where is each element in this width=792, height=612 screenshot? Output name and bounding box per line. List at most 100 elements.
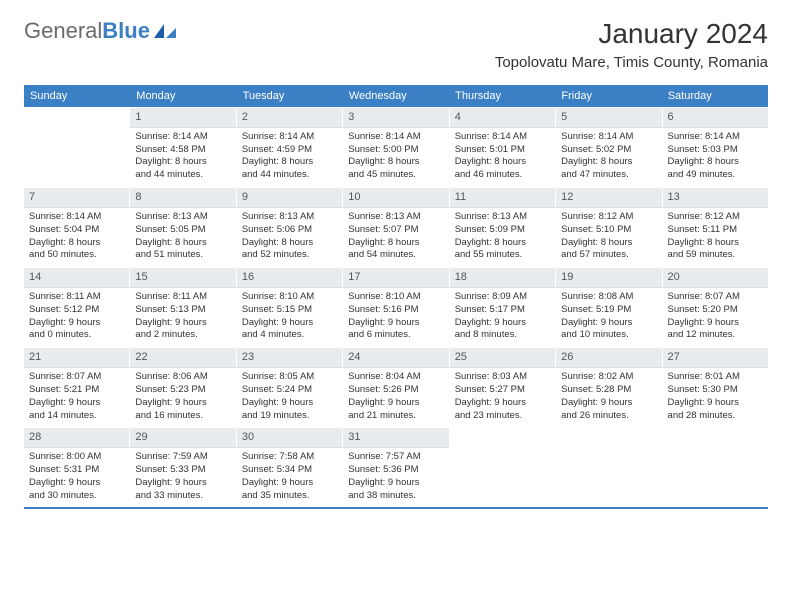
header: GeneralBlue January 2024 Topolovatu Mare… [0, 0, 792, 79]
logo-sail-icon [152, 22, 178, 40]
weeks-container: 1Sunrise: 8:14 AMSunset: 4:58 PMDaylight… [24, 107, 768, 507]
day-info-line: Sunset: 5:20 PM [668, 304, 763, 317]
day-info-line: Sunrise: 8:05 AM [242, 371, 337, 384]
day-info-line: Sunrise: 8:06 AM [135, 371, 230, 384]
day-info-line: Sunset: 5:19 PM [561, 304, 656, 317]
day-info-line: Sunrise: 8:14 AM [29, 211, 124, 224]
day-info-line: and 26 minutes. [561, 410, 656, 423]
day-number: 30 [237, 428, 342, 448]
day-number: 3 [343, 108, 448, 128]
day-info-line: Sunrise: 8:00 AM [29, 451, 124, 464]
day-cell: 15Sunrise: 8:11 AMSunset: 5:13 PMDayligh… [130, 268, 236, 347]
day-info-line: and 47 minutes. [561, 169, 656, 182]
day-info-line: and 12 minutes. [668, 329, 763, 342]
day-info-line: and 8 minutes. [455, 329, 550, 342]
day-info-line: Sunset: 5:09 PM [455, 224, 550, 237]
day-info-line: and 19 minutes. [242, 410, 337, 423]
day-info-line: Sunset: 5:28 PM [561, 384, 656, 397]
day-cell: 31Sunrise: 7:57 AMSunset: 5:36 PMDayligh… [343, 428, 449, 507]
day-number: 17 [343, 268, 448, 288]
day-number: 18 [450, 268, 555, 288]
day-number [24, 108, 129, 127]
day-info-line: and 6 minutes. [348, 329, 443, 342]
day-number: 13 [663, 188, 768, 208]
logo: GeneralBlue [24, 18, 178, 44]
day-info-line: and 14 minutes. [29, 410, 124, 423]
day-info-line: Daylight: 8 hours [348, 156, 443, 169]
day-info-line: Daylight: 9 hours [348, 477, 443, 490]
day-info-line: Daylight: 9 hours [561, 317, 656, 330]
day-number: 26 [556, 348, 661, 368]
day-info-line: and 0 minutes. [29, 329, 124, 342]
day-info-line: Sunset: 5:15 PM [242, 304, 337, 317]
day-info-line: Sunrise: 8:03 AM [455, 371, 550, 384]
dow-cell: Friday [555, 85, 661, 107]
day-info-line: Sunset: 4:58 PM [135, 144, 230, 157]
location-text: Topolovatu Mare, Timis County, Romania [495, 54, 768, 71]
day-info-line: Sunrise: 7:59 AM [135, 451, 230, 464]
day-info-line: Sunset: 5:27 PM [455, 384, 550, 397]
day-info-line: and 44 minutes. [135, 169, 230, 182]
day-number: 24 [343, 348, 448, 368]
day-number [556, 428, 661, 447]
day-cell: 24Sunrise: 8:04 AMSunset: 5:26 PMDayligh… [343, 348, 449, 427]
day-info-line: Daylight: 9 hours [135, 397, 230, 410]
day-info-line: and 54 minutes. [348, 249, 443, 262]
day-info-line: Sunrise: 8:09 AM [455, 291, 550, 304]
day-info-line: Sunset: 5:04 PM [29, 224, 124, 237]
day-info-line: Sunset: 5:31 PM [29, 464, 124, 477]
day-info-line: Daylight: 8 hours [135, 156, 230, 169]
day-info-line: and 38 minutes. [348, 490, 443, 503]
logo-text-blue: Blue [102, 18, 150, 43]
day-info-line: Sunrise: 8:13 AM [455, 211, 550, 224]
day-info-line: Sunrise: 8:08 AM [561, 291, 656, 304]
day-info-line: Sunset: 5:12 PM [29, 304, 124, 317]
day-cell: 23Sunrise: 8:05 AMSunset: 5:24 PMDayligh… [237, 348, 343, 427]
day-number: 29 [130, 428, 235, 448]
day-number: 7 [24, 188, 129, 208]
day-number: 4 [450, 108, 555, 128]
day-info-line: Sunrise: 8:12 AM [668, 211, 763, 224]
week-row: 28Sunrise: 8:00 AMSunset: 5:31 PMDayligh… [24, 427, 768, 507]
day-info-line: Sunset: 5:02 PM [561, 144, 656, 157]
day-info-line: Sunrise: 8:11 AM [135, 291, 230, 304]
day-number: 8 [130, 188, 235, 208]
day-info-line: Sunrise: 8:14 AM [561, 131, 656, 144]
day-info-line: Sunrise: 8:14 AM [455, 131, 550, 144]
day-info-line: and 52 minutes. [242, 249, 337, 262]
day-number: 5 [556, 108, 661, 128]
day-cell: 27Sunrise: 8:01 AMSunset: 5:30 PMDayligh… [663, 348, 768, 427]
day-info-line: Sunset: 5:01 PM [455, 144, 550, 157]
day-info-line: Sunrise: 7:58 AM [242, 451, 337, 464]
day-info-line: Sunset: 5:16 PM [348, 304, 443, 317]
day-info-line: and 4 minutes. [242, 329, 337, 342]
day-info-line: Sunset: 5:23 PM [135, 384, 230, 397]
day-info-line: Daylight: 9 hours [455, 317, 550, 330]
day-cell: 28Sunrise: 8:00 AMSunset: 5:31 PMDayligh… [24, 428, 130, 507]
day-info-line: and 49 minutes. [668, 169, 763, 182]
day-info-line: Sunrise: 8:13 AM [348, 211, 443, 224]
day-info-line: Sunrise: 8:01 AM [668, 371, 763, 384]
day-info-line: and 50 minutes. [29, 249, 124, 262]
day-info-line: Sunrise: 8:07 AM [29, 371, 124, 384]
day-number: 11 [450, 188, 555, 208]
day-info-line: Sunrise: 8:14 AM [242, 131, 337, 144]
day-info-line: Daylight: 8 hours [668, 156, 763, 169]
day-info-line: Sunset: 5:21 PM [29, 384, 124, 397]
day-info-line: and 44 minutes. [242, 169, 337, 182]
day-info-line: Sunset: 5:03 PM [668, 144, 763, 157]
day-cell: 8Sunrise: 8:13 AMSunset: 5:05 PMDaylight… [130, 188, 236, 267]
day-info-line: Daylight: 9 hours [242, 477, 337, 490]
day-number [450, 428, 555, 447]
day-info-line: Sunset: 5:05 PM [135, 224, 230, 237]
day-number: 27 [663, 348, 768, 368]
day-info-line: Daylight: 9 hours [29, 317, 124, 330]
day-info-line: Daylight: 8 hours [455, 156, 550, 169]
dow-cell: Sunday [24, 85, 130, 107]
calendar: SundayMondayTuesdayWednesdayThursdayFrid… [24, 85, 768, 509]
day-info-line: Sunrise: 8:10 AM [242, 291, 337, 304]
dow-cell: Monday [130, 85, 236, 107]
day-cell: 3Sunrise: 8:14 AMSunset: 5:00 PMDaylight… [343, 108, 449, 187]
month-title: January 2024 [495, 18, 768, 50]
day-number: 16 [237, 268, 342, 288]
